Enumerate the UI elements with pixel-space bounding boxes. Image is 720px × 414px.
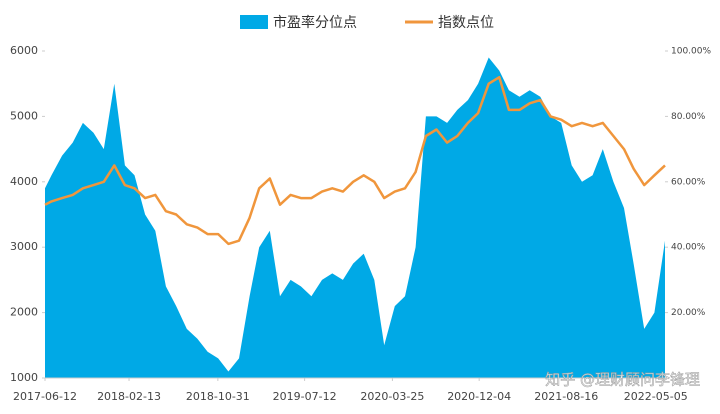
x-tick-label: 2018-10-31 [186,390,250,403]
watermark: 知乎 @理财顾问李锋理 [545,371,700,389]
x-tick-label: 2021-08-16 [534,390,598,403]
legend-label: 指数点位 [438,15,494,31]
line [44,75,666,246]
y-tick-label: 2000 [10,306,38,319]
legend-swatch [240,15,268,29]
x-tick-label: 2018-02-13 [97,390,161,403]
x-tick-label: 2022-05-05 [624,390,688,403]
y-tick-label: 5000 [10,109,38,122]
y-tick-label: 3000 [10,240,38,253]
area [45,57,665,378]
y2-tick-label: 60.00% [671,177,706,187]
x-tick-label: 2020-12-04 [447,390,511,403]
y-tick-label: 6000 [10,44,38,57]
y2-tick-label: 80.00% [671,112,706,122]
y2-tick-label: 100.00% [671,47,711,57]
x-tick-label: 2019-07-12 [273,390,337,403]
y2-tick-label: 20.00% [671,308,706,318]
plot [44,57,666,378]
y-tick-label: 4000 [10,175,38,188]
y-tick-label: 1000 [10,371,38,384]
y2-tick-label: 40.00% [671,243,706,253]
x-tick-label: 2017-06-12 [13,390,77,403]
legend-label: 市盈率分位点 [273,14,357,31]
x-tick-label: 2020-03-25 [360,390,424,403]
